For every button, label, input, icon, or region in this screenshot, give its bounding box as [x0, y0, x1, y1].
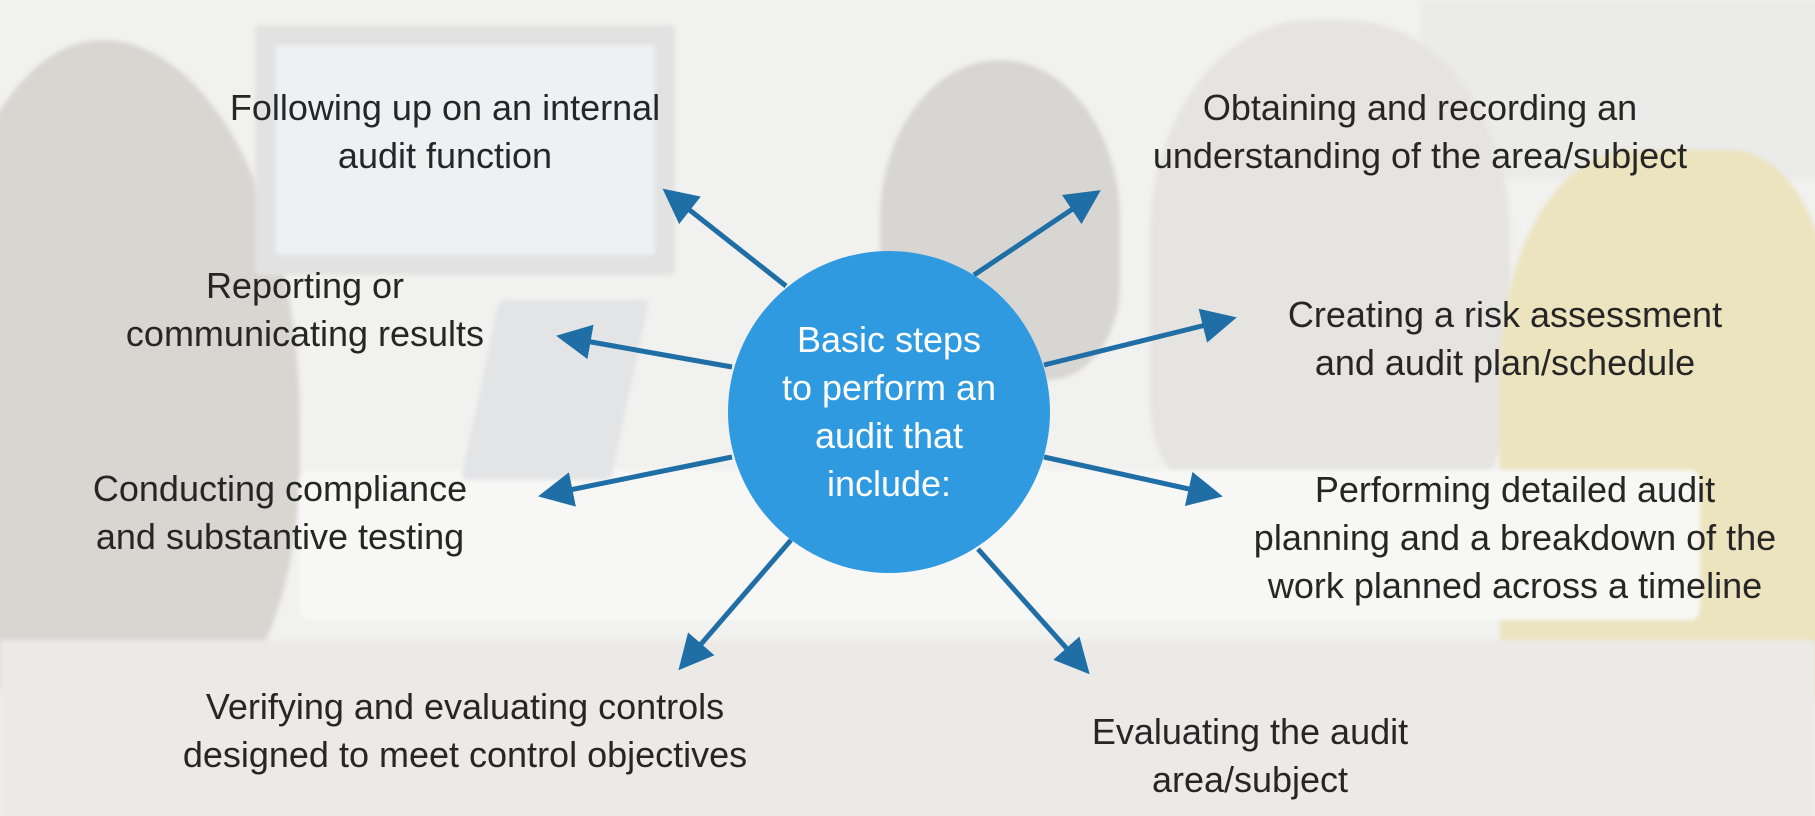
arrow-to-following-up: [662, 188, 788, 288]
arrow-to-verifying-controls: [678, 538, 793, 671]
arrow-to-evaluating-area: [976, 547, 1090, 675]
step-obtaining-understanding: Obtaining and recording an understanding…: [1152, 87, 1688, 176]
step-evaluating-area: Evaluating the audit area/subject: [1091, 711, 1409, 800]
arrow-to-detailed-planning: [1043, 454, 1223, 507]
arrow-to-compliance-testing: [538, 454, 733, 507]
central-hub-circle: Basic steps to perform an audit that inc…: [728, 251, 1050, 573]
arrow-to-reporting: [556, 324, 733, 370]
step-compliance-testing: Conducting compliance and substantive te…: [92, 468, 468, 557]
step-risk-assessment: Creating a risk assessment and audit pla…: [1287, 294, 1723, 383]
step-reporting: Reporting or communicating results: [125, 265, 485, 354]
step-detailed-planning: Performing detailed audit planning and a…: [1253, 469, 1777, 606]
step-following-up: Following up on an internal audit functi…: [229, 87, 661, 176]
step-verifying-controls: Verifying and evaluating controls design…: [182, 686, 748, 775]
arrow-to-risk-assessment: [1043, 308, 1237, 368]
arrow-to-obtaining-understanding: [972, 190, 1101, 278]
hub-label: Basic steps to perform an audit that inc…: [781, 319, 997, 504]
